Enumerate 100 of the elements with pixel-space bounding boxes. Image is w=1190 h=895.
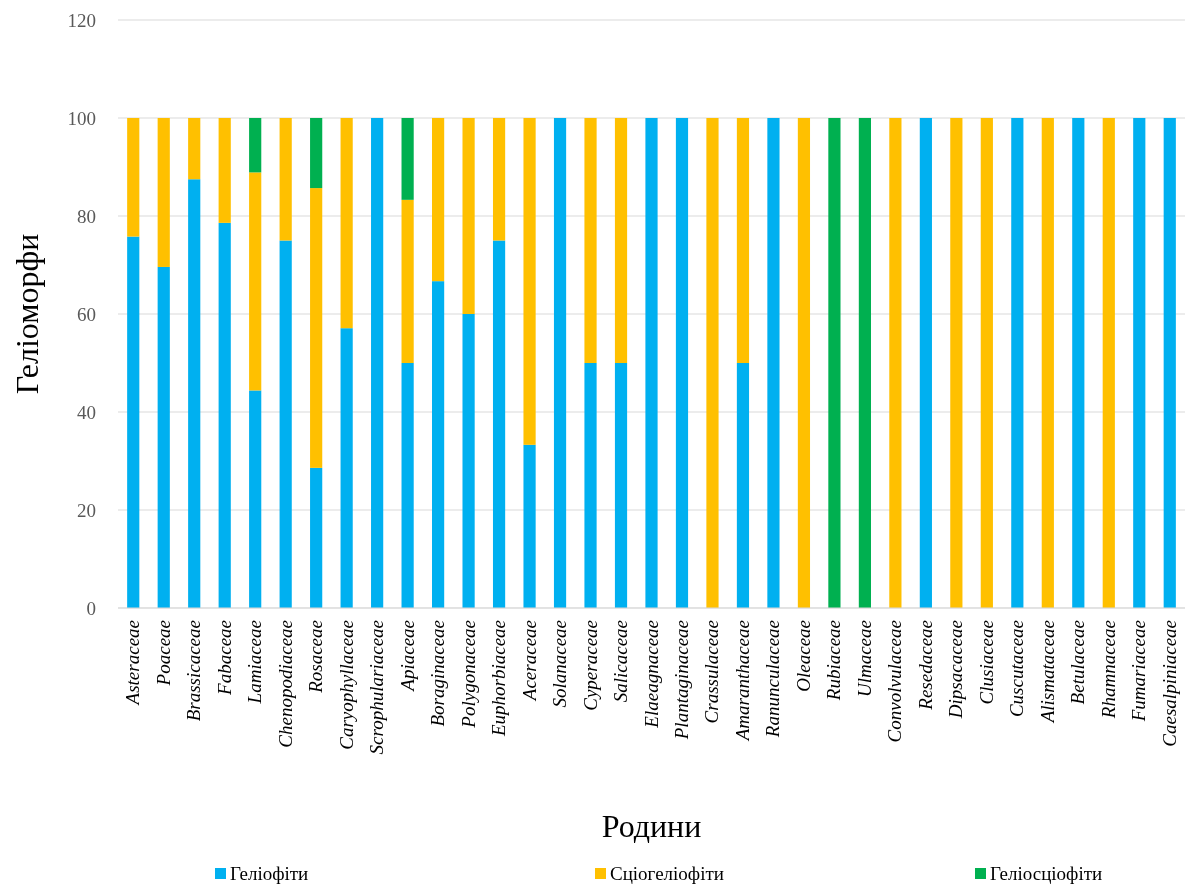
bar (1133, 118, 1146, 608)
bar (218, 222, 231, 608)
x-tick-label: Oleaceae (792, 620, 814, 692)
x-tick-label: Poaceae (152, 620, 174, 687)
x-tick-label: Amaranthaceae (731, 620, 753, 743)
bar (249, 172, 262, 391)
bar (767, 118, 780, 608)
bar (614, 118, 628, 363)
bar (188, 179, 201, 608)
bar (828, 118, 841, 608)
y-tick-label: 0 (86, 597, 96, 619)
bar (188, 118, 201, 180)
x-tick-label: Solanaceae (549, 620, 571, 708)
bar (432, 118, 445, 282)
bar (645, 118, 658, 608)
x-tick-label: Cuscutaceae (1006, 620, 1028, 718)
bar (127, 118, 140, 237)
x-tick-label: Rubiaceae (823, 620, 845, 702)
bar (675, 118, 689, 608)
bar (310, 188, 323, 468)
y-tick-label: 120 (67, 9, 96, 31)
x-tick-label: Rosaceae (305, 620, 327, 694)
bar (980, 118, 993, 608)
legend-label: Геліосціофіти (990, 863, 1103, 884)
bar (249, 118, 262, 173)
bar (249, 390, 262, 608)
x-tick-label: Polygonaceae (457, 620, 479, 729)
x-tick-label: Asteraceae (122, 620, 144, 707)
x-axis-title: Родини (601, 808, 702, 844)
bar (950, 118, 963, 608)
bar (401, 199, 414, 363)
bar (492, 240, 506, 608)
bar (310, 467, 323, 608)
bar (1011, 118, 1024, 608)
x-tick-label: Boraginaceae (427, 620, 449, 727)
legend-label: Сціогеліофіти (610, 863, 724, 884)
y-tick-label: 60 (77, 303, 96, 325)
bar (371, 118, 384, 608)
x-tick-label: Fabaceae (213, 620, 235, 696)
bar (1041, 118, 1054, 608)
x-tick-label: Fumariaceae (1128, 620, 1150, 723)
bar (797, 118, 811, 608)
bar (523, 444, 536, 608)
bar (401, 118, 414, 200)
bar (340, 328, 353, 608)
y-tick-label: 20 (77, 499, 96, 521)
x-tick-label: Scrophulariaceae (366, 620, 388, 755)
x-tick-label: Cyperaceae (579, 620, 601, 711)
bar (340, 118, 353, 329)
x-tick-label: Apiaceae (396, 620, 418, 693)
y-axis-title: Геліоморфи (9, 233, 45, 395)
bar (279, 118, 292, 241)
legend-label: Геліофіти (230, 863, 309, 884)
bar (889, 118, 902, 608)
x-tick-label: Crassulaceae (701, 620, 723, 724)
x-tick-label: Rhamnaceae (1097, 620, 1119, 720)
bar (432, 281, 445, 608)
bar (218, 118, 231, 223)
x-tick-label: Betulaceae (1067, 620, 1089, 705)
y-tick-label: 80 (77, 205, 96, 227)
x-tick-label: Ulmaceae (853, 620, 875, 698)
bar (1163, 118, 1176, 608)
x-tick-label: Chenopodiaceae (274, 620, 296, 748)
x-tick-label: Salicaceae (610, 620, 632, 703)
x-tick-label: Plantaginaceae (670, 620, 692, 741)
x-tick-label: Brassicaceae (183, 620, 205, 722)
x-tick-label: Elaeagnaceae (640, 620, 662, 729)
x-tick-label: Resedaceae (914, 620, 936, 711)
bar (462, 314, 475, 608)
bar (706, 118, 719, 608)
bar (523, 118, 536, 445)
bar (553, 118, 567, 608)
y-tick-label: 100 (67, 107, 96, 129)
bar (919, 118, 932, 608)
bar (584, 363, 597, 608)
bar (584, 118, 597, 363)
bar (279, 240, 292, 608)
x-tick-label: Alismataceae (1036, 620, 1058, 725)
bar (462, 118, 475, 314)
x-tick-label: Euphorbiaceae (488, 620, 510, 738)
x-tick-label: Convolvulaceae (884, 620, 906, 743)
x-tick-label: Clusiaceae (975, 620, 997, 705)
bar (492, 118, 506, 241)
x-tick-label: Caryophyllaceae (335, 620, 357, 750)
bar (157, 266, 170, 608)
x-tick-label: Aceraceae (518, 620, 540, 703)
x-tick-label: Dipsacaceae (945, 620, 967, 720)
bar (1102, 118, 1115, 608)
bar (736, 363, 750, 608)
bar (858, 118, 871, 608)
bar (736, 118, 750, 363)
bar (157, 118, 170, 267)
bar (401, 363, 414, 608)
bar (127, 236, 140, 608)
x-tick-label: Lamiaceae (244, 620, 266, 705)
y-tick-label: 40 (77, 401, 96, 423)
bar (1072, 118, 1085, 608)
x-tick-label: Ranunculaceae (762, 620, 784, 739)
x-tick-label: Caesalpiniaceae (1158, 620, 1180, 747)
bar (614, 363, 628, 608)
